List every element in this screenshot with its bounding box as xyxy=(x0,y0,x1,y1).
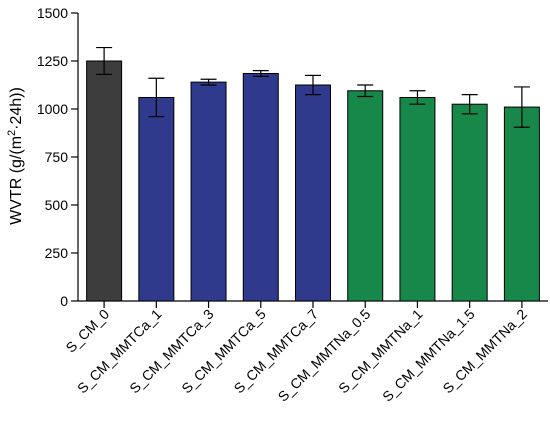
y-axis-title-main: WVTR (g/(m xyxy=(8,136,25,225)
y-tick-label: 1000 xyxy=(37,101,68,117)
y-tick-label: 250 xyxy=(45,245,69,261)
bar xyxy=(503,106,540,302)
y-tick-label: 500 xyxy=(45,197,69,213)
bar xyxy=(86,60,123,302)
bar xyxy=(138,96,175,302)
x-tick-label: S_CM_MMTNa_0.5 xyxy=(275,306,374,405)
y-axis-title-superscript: 2 xyxy=(6,130,18,136)
y-tick-label: 1500 xyxy=(37,5,68,21)
plot-area: 0250500750100012501500S_CM_0S_CM_MMTCa_1… xyxy=(37,5,548,405)
y-tick-label: 750 xyxy=(45,149,69,165)
bar xyxy=(399,96,436,302)
y-tick-label: 0 xyxy=(60,293,68,309)
bar xyxy=(242,72,279,302)
bar xyxy=(451,103,488,302)
y-tick-label: 1250 xyxy=(37,53,68,69)
x-tick-label: S_CM_MMTNa_1.5 xyxy=(379,306,478,405)
y-axis-title-end: ·24h)) xyxy=(8,87,25,130)
bar xyxy=(190,81,227,302)
x-tick-label: S_CM_0 xyxy=(62,306,112,356)
bar xyxy=(347,90,384,302)
y-axis-title: WVTR (g/(m2·24h)) xyxy=(6,87,25,225)
bar xyxy=(295,84,331,302)
